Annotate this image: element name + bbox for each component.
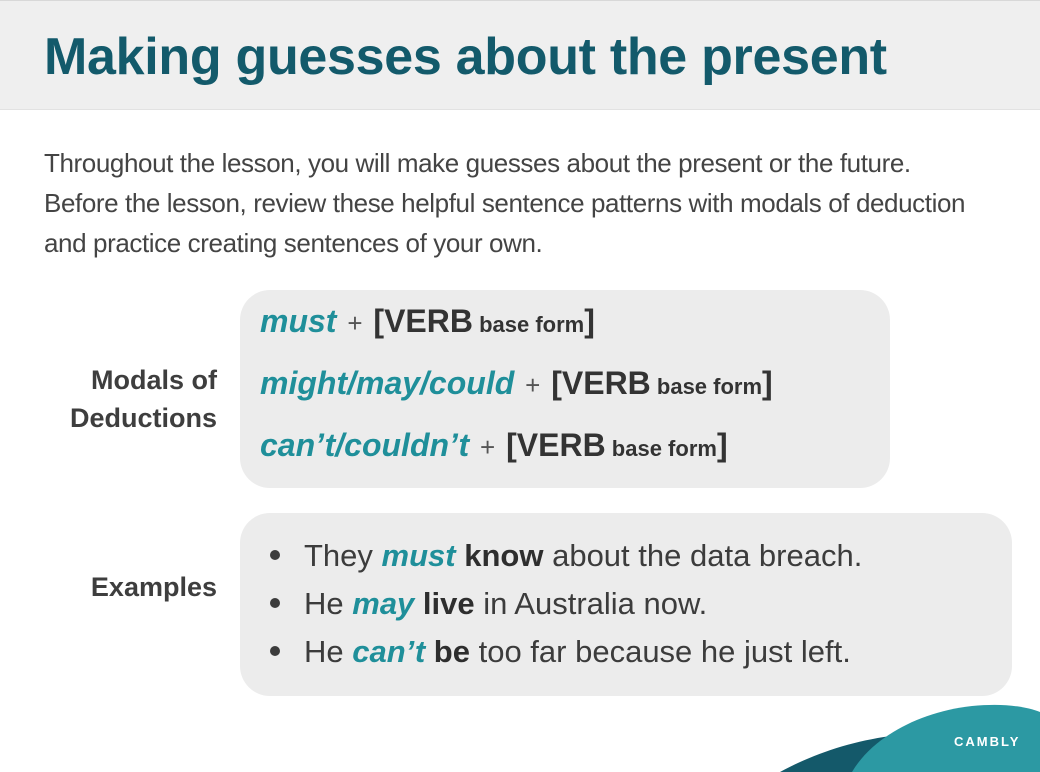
pattern-form: base form [650,374,763,399]
example-modal: must [381,538,456,573]
examples-list: They must know about the data breach. He… [270,532,862,676]
pattern-modal: can’t/couldn’t [260,427,470,463]
modals-label-line1: Modals of [91,365,217,395]
example-after: too far because he just left. [469,634,851,669]
pattern-verb: VERB [516,427,606,463]
page-title: Making guesses about the present [44,28,887,86]
pattern-verb: VERB [384,303,473,339]
bullet-icon [270,550,280,560]
pattern-close-bracket: ] [762,365,773,401]
pattern-plus: + [480,432,496,462]
list-item: He can’t be too far because he just left… [270,628,862,676]
intro-paragraph: Throughout the lesson, you will make gue… [44,148,966,258]
list-item: They must know about the data breach. [270,532,862,580]
list-item: He may live in Australia now. [270,580,862,628]
pattern-plus: + [525,370,541,400]
pattern-must: must + [VERB base form] [260,301,595,345]
pattern-verb: VERB [561,365,651,401]
pattern-close-bracket: ] [716,427,728,463]
pattern-cant-couldnt: can’t/couldn’t + [VERB base form] [260,425,728,469]
example-before: He [304,586,353,621]
pattern-modal: must [260,303,337,339]
example-before: They [304,538,382,573]
example-verb: live [422,586,475,621]
pattern-open-bracket: [ [373,303,385,339]
example-modal: may [352,586,415,621]
pattern-modal: might/may/could [260,365,515,401]
pattern-open-bracket: [ [506,427,517,463]
example-before: He [304,634,353,669]
examples-section-label: Examples [90,572,217,602]
pattern-form: base form [472,312,585,337]
pattern-open-bracket: [ [551,365,562,401]
modals-section-label: Modals of Deductions [70,361,217,437]
example-verb: be [433,634,470,669]
pattern-plus: + [347,308,363,338]
example-after: about the data breach. [543,538,863,573]
bullet-icon [270,646,280,656]
modals-label-line2: Deductions [69,403,217,433]
cambly-logo: CAMBLY [954,734,1021,749]
example-modal: can’t [352,634,426,669]
examples-panel [240,513,1012,696]
example-verb: know [464,538,544,573]
pattern-close-bracket: ] [584,303,595,339]
modals-panel [240,290,890,488]
header-bar: Making guesses about the present [0,0,1040,110]
bullet-icon [270,598,280,608]
example-after: in Australia now. [474,586,708,621]
pattern-might-may-could: might/may/could + [VERB base form] [260,363,773,407]
wave-light-shape [852,704,1040,772]
pattern-form: base form [605,436,717,461]
